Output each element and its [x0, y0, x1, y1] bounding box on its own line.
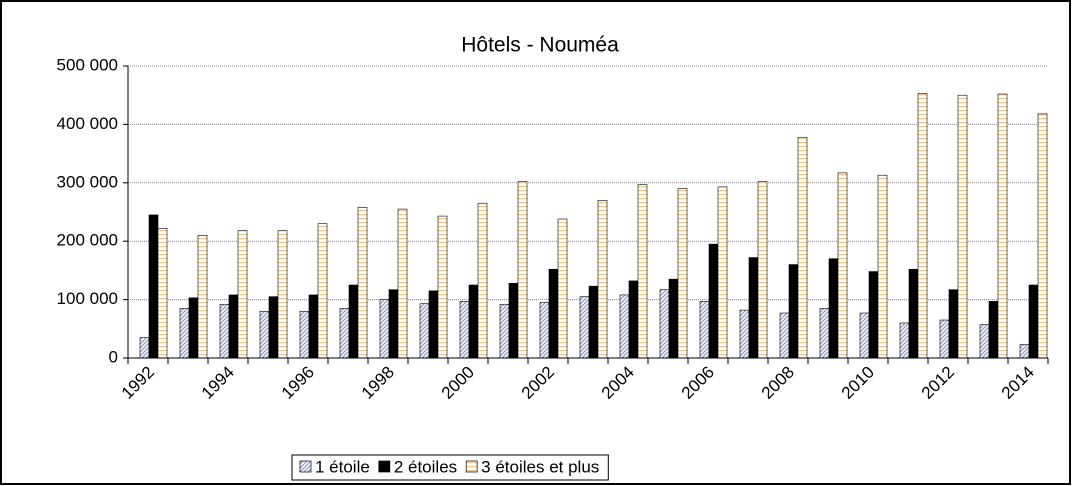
bar	[948, 289, 959, 359]
bar	[299, 310, 310, 359]
bar	[219, 303, 230, 359]
bar	[837, 172, 848, 359]
bar	[517, 181, 528, 359]
bar	[419, 303, 430, 359]
bar	[579, 296, 590, 359]
bar	[357, 207, 368, 359]
bar	[437, 215, 448, 359]
bar	[939, 319, 950, 359]
bar	[637, 184, 648, 359]
bar	[908, 268, 919, 359]
bar	[899, 322, 910, 359]
y-tick-label: 500 000	[57, 55, 118, 74]
legend-swatch	[299, 460, 312, 473]
bar	[139, 337, 150, 359]
y-tick-label: 300 000	[57, 172, 118, 191]
bar	[397, 208, 408, 359]
bar	[317, 223, 328, 359]
bar	[557, 218, 568, 359]
bar	[868, 271, 879, 359]
bar	[859, 312, 870, 359]
bar	[979, 324, 990, 359]
legend-label: 2 étoiles	[394, 457, 457, 476]
bar	[1019, 344, 1030, 359]
legend-swatch	[465, 460, 478, 473]
bar	[539, 302, 550, 359]
y-tick-label: 200 000	[57, 231, 118, 250]
bar	[619, 294, 630, 359]
bar	[797, 136, 808, 359]
legend-swatch	[378, 460, 391, 473]
bar	[677, 188, 688, 359]
bar	[1028, 284, 1039, 359]
bar	[188, 297, 199, 359]
bar	[339, 308, 350, 359]
bar	[308, 294, 319, 359]
legend-label: 1 étoile	[315, 457, 370, 476]
bar	[659, 289, 670, 359]
bar	[988, 301, 999, 359]
bar	[779, 312, 790, 359]
bar	[699, 301, 710, 359]
bar	[228, 294, 239, 359]
bar	[819, 308, 830, 359]
bar	[668, 278, 679, 359]
bar	[628, 280, 639, 359]
bar	[739, 309, 750, 359]
bar	[277, 230, 288, 359]
legend: 1 étoile 2 étoiles 3 étoiles et plus	[291, 454, 609, 481]
bar	[1037, 113, 1048, 359]
bar	[917, 93, 928, 359]
bar	[708, 243, 719, 359]
bar	[477, 202, 488, 359]
bar	[179, 308, 190, 359]
bar	[828, 258, 839, 359]
chart-title: Hôtels - Nouméa	[461, 34, 619, 57]
bar	[148, 214, 159, 359]
y-tick-label: 100 000	[57, 289, 118, 308]
bar	[757, 181, 768, 359]
bar	[388, 289, 399, 359]
bar	[997, 93, 1008, 359]
bar	[877, 174, 888, 359]
legend-box	[291, 454, 609, 481]
bar	[459, 301, 470, 359]
bar	[788, 264, 799, 359]
bar	[268, 296, 279, 359]
bar	[748, 257, 759, 359]
bar	[379, 299, 390, 359]
bar	[468, 284, 479, 359]
bar	[508, 282, 519, 359]
y-tick-label: 0	[109, 347, 118, 366]
bar	[597, 200, 608, 359]
bar	[197, 235, 208, 359]
bar	[548, 268, 559, 359]
bar	[348, 284, 359, 359]
bar	[717, 186, 728, 359]
bar	[588, 285, 599, 359]
bar	[157, 228, 168, 359]
legend-label: 3 étoiles et plus	[481, 457, 599, 476]
bar	[957, 94, 968, 359]
bar	[499, 303, 510, 359]
y-tick-label: 400 000	[57, 114, 118, 133]
bar	[237, 230, 248, 359]
bar	[428, 290, 439, 359]
bar	[259, 310, 270, 359]
